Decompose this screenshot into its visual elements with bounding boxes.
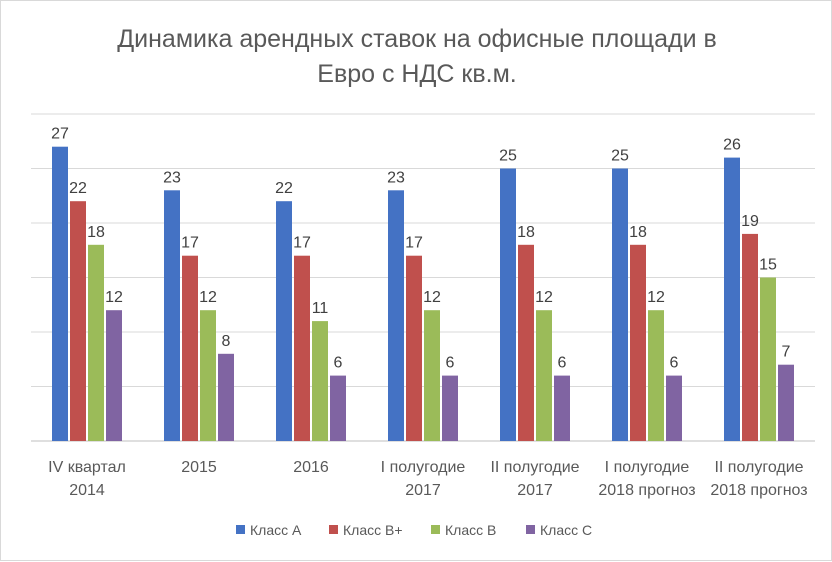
data-label: 12 [423,289,441,306]
category-label: 2017 [405,482,441,499]
bar-1-5 [500,168,516,441]
category-label: 2017 [517,482,553,499]
data-label: 26 [723,137,741,154]
data-label: 23 [387,169,405,186]
data-label: 6 [446,355,455,372]
category-label: 2015 [181,459,217,476]
data-label: 12 [105,289,123,306]
bar-4-4 [442,375,458,441]
bar-3-4 [424,310,440,441]
data-label: 22 [275,180,293,197]
data-label: 6 [670,355,679,372]
data-label: 25 [611,148,629,165]
bar-1-7 [724,157,740,441]
bar-1-2 [164,190,180,441]
bar-2-4 [406,255,422,441]
data-label: 25 [499,148,517,165]
data-label: 6 [558,355,567,372]
legend-swatch [526,525,535,534]
data-label: 12 [535,289,553,306]
category-label: 2014 [69,482,105,499]
data-label: 12 [199,289,217,306]
bar-2-7 [742,233,758,441]
category-label: 2018 прогноз [598,482,695,499]
data-label: 15 [759,257,777,274]
category-label: II полугодие [714,459,803,476]
data-label: 17 [181,235,199,252]
data-label: 18 [87,224,105,241]
data-labels: 27 22 18 12 23 17 12 8 22 17 11 6 23 17 12 6 25 18 12 6 25 18… [51,126,790,372]
category-label: 2018 прогноз [710,482,807,499]
bar-3-1 [88,244,104,441]
bar-3-3 [312,321,328,441]
chart-title-line-2: Евро с НДС кв.м. [317,60,516,88]
data-label: 8 [222,333,231,350]
category-label: I полугодие [381,459,466,476]
data-label: 7 [782,344,791,361]
legend-swatch [431,525,440,534]
data-label: 22 [69,180,87,197]
legend-label: Класс C [540,522,592,538]
category-axis: IV квартал 2014 2015 2016 I полугодие 2017 II … [48,459,807,499]
data-label: 27 [51,126,69,143]
category-label: II полугодие [490,459,579,476]
bar-2-5 [518,244,534,441]
legend: Класс A Класс B+ Класс B Класс C [236,522,592,538]
bar-2-2 [182,255,198,441]
legend-label: Класс B+ [343,522,403,538]
bar-1-1 [52,146,68,441]
bar-4-7 [778,364,794,441]
legend-label: Класс A [250,522,302,538]
category-label: 2016 [293,459,329,476]
bar-2-1 [70,201,86,441]
legend-label: Класс B [445,522,496,538]
bar-3-2 [200,310,216,441]
bar-2-3 [294,255,310,441]
bar-4-2 [218,353,234,441]
data-label: 11 [312,300,329,317]
legend-swatch [236,525,245,534]
bar-4-5 [554,375,570,441]
bar-3-5 [536,310,552,441]
legend-swatch [329,525,338,534]
bar-2-6 [630,244,646,441]
bar-3-7 [760,277,776,441]
data-label: 18 [517,224,535,241]
data-label: 6 [334,355,343,372]
data-label: 17 [405,235,423,252]
data-label: 23 [163,169,181,186]
data-label: 12 [647,289,665,306]
data-label: 18 [629,224,647,241]
chart-title-line-1: Динамика арендных ставок на офисные площ… [117,25,717,53]
bar-4-3 [330,375,346,441]
bars [52,146,794,441]
gridlines [31,113,815,442]
bar-3-6 [648,310,664,441]
data-label: 17 [293,235,311,252]
category-label: I полугодие [605,459,690,476]
bar-1-4 [388,190,404,441]
bar-4-6 [666,375,682,441]
category-label: IV квартал [48,459,126,476]
bar-1-3 [276,201,292,441]
bar-4-1 [106,310,122,441]
bar-1-6 [612,168,628,441]
data-label: 19 [741,213,759,230]
